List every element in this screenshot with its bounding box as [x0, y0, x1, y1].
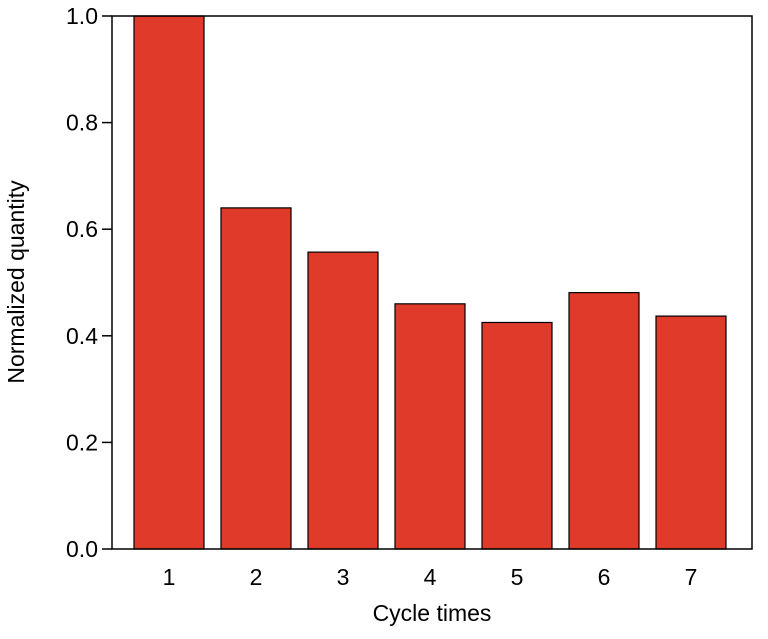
- y-axis: 0.0 0.2 0.4 0.6 0.8 1.0: [66, 3, 112, 562]
- y-tick-label: 1.0: [66, 3, 98, 29]
- bar-cycle-4: [394, 303, 466, 550]
- bar-cycle-6: [568, 292, 640, 550]
- y-axis-title: Normalized quantity: [3, 180, 29, 384]
- bar-cycle-5: [481, 321, 553, 550]
- y-tick-label: 0.8: [66, 110, 98, 136]
- y-tick-label: 0.6: [66, 216, 98, 242]
- x-axis: 1 2 3 4 5 6 7: [163, 564, 698, 590]
- y-tick-label: 0.4: [66, 323, 98, 349]
- x-tick-label: 5: [511, 564, 524, 590]
- x-tick-label: 7: [685, 564, 698, 590]
- x-tick-label: 2: [250, 564, 263, 590]
- x-axis-title: Cycle times: [373, 600, 492, 626]
- bar-cycle-3: [307, 251, 379, 550]
- bar-cycle-7: [655, 315, 727, 550]
- x-tick-label: 3: [337, 564, 350, 590]
- bar-cycle-2: [220, 207, 292, 550]
- plot-frame: [111, 15, 753, 550]
- bar-cycle-1: [133, 15, 205, 550]
- x-tick-label: 1: [163, 564, 176, 590]
- y-tick-label: 0.2: [66, 429, 98, 455]
- y-tick-label: 0.0: [66, 536, 98, 562]
- x-tick-label: 6: [598, 564, 611, 590]
- x-tick-label: 4: [424, 564, 437, 590]
- bars-group: [133, 15, 727, 550]
